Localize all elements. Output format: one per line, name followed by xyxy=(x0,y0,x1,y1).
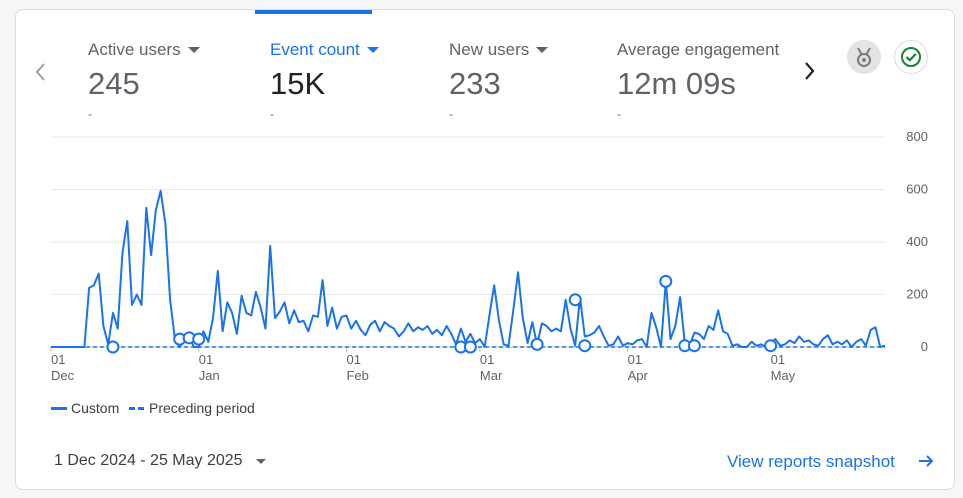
check-circle-icon[interactable] xyxy=(894,40,928,74)
legend-label: Custom xyxy=(71,400,120,416)
y-tick-label: 400 xyxy=(906,234,928,249)
anomaly-marker xyxy=(106,340,120,354)
selected-metric-indicator xyxy=(255,10,372,14)
metric-value: 233 xyxy=(449,66,501,101)
overview-card: Active users 245 - Event count 15K - New… xyxy=(15,9,955,490)
legend-dashed-line xyxy=(129,407,145,410)
caret-down-icon xyxy=(366,47,379,53)
anomaly-marker xyxy=(463,340,477,354)
x-tick-day: 01 xyxy=(199,352,213,367)
chevron-left-icon[interactable] xyxy=(34,62,46,82)
x-tick-month: Jan xyxy=(199,368,220,383)
chevron-right-icon[interactable] xyxy=(804,61,816,81)
x-tick-month: Mar xyxy=(480,368,503,383)
metric-value: 245 xyxy=(88,66,140,101)
anomaly-marker xyxy=(578,339,592,353)
metric-label: New users xyxy=(449,40,549,60)
y-tick-label: 800 xyxy=(906,129,928,144)
anomaly-marker xyxy=(687,339,701,353)
caret-down-icon xyxy=(536,47,549,53)
anomaly-marker xyxy=(530,337,544,351)
anomaly-marker xyxy=(192,332,206,346)
date-range-label: 1 Dec 2024 - 25 May 2025 xyxy=(54,452,243,469)
x-tick-month: May xyxy=(771,368,796,383)
view-reports-snapshot-link[interactable]: View reports snapshot xyxy=(727,452,934,472)
anomaly-marker xyxy=(568,293,582,307)
x-tick-day: 01 xyxy=(628,352,642,367)
arrow-right-icon xyxy=(919,455,934,467)
metric-value: 15K xyxy=(270,66,326,101)
x-tick-month: Feb xyxy=(346,368,368,383)
legend-solid-line xyxy=(51,407,67,410)
metric-label: Event count xyxy=(270,40,379,60)
metric-change: - xyxy=(88,107,92,121)
legend-label: Preceding period xyxy=(149,400,255,416)
caret-down-icon xyxy=(187,47,200,53)
medal-icon[interactable] xyxy=(847,40,881,74)
caret-down-icon xyxy=(256,459,266,464)
y-tick-label: 0 xyxy=(921,339,928,354)
metric-label: Average engagement xyxy=(617,40,780,59)
y-tick-label: 600 xyxy=(906,182,928,197)
date-range-selector[interactable]: 1 Dec 2024 - 25 May 2025 xyxy=(54,452,266,474)
metric-change: - xyxy=(449,107,453,121)
event-count-chart: 800600400200001Dec01Jan01Feb01Mar01Apr01… xyxy=(50,129,928,383)
anomaly-marker xyxy=(764,339,778,353)
x-tick-day: 01 xyxy=(771,352,785,367)
metric-change: - xyxy=(270,107,274,121)
x-tick-day: 01 xyxy=(480,352,494,367)
x-tick-month: Dec xyxy=(51,368,75,383)
x-tick-month: Apr xyxy=(628,368,649,383)
metric-label: Active users xyxy=(88,40,200,60)
x-tick-day: 01 xyxy=(51,352,65,367)
series-line-custom xyxy=(51,189,886,348)
link-label: View reports snapshot xyxy=(727,452,895,471)
metric-change: - xyxy=(617,107,621,121)
metric-value: 12m 09s xyxy=(617,66,736,101)
y-tick-label: 200 xyxy=(906,287,928,302)
anomaly-marker xyxy=(659,274,673,288)
x-tick-day: 01 xyxy=(346,352,360,367)
